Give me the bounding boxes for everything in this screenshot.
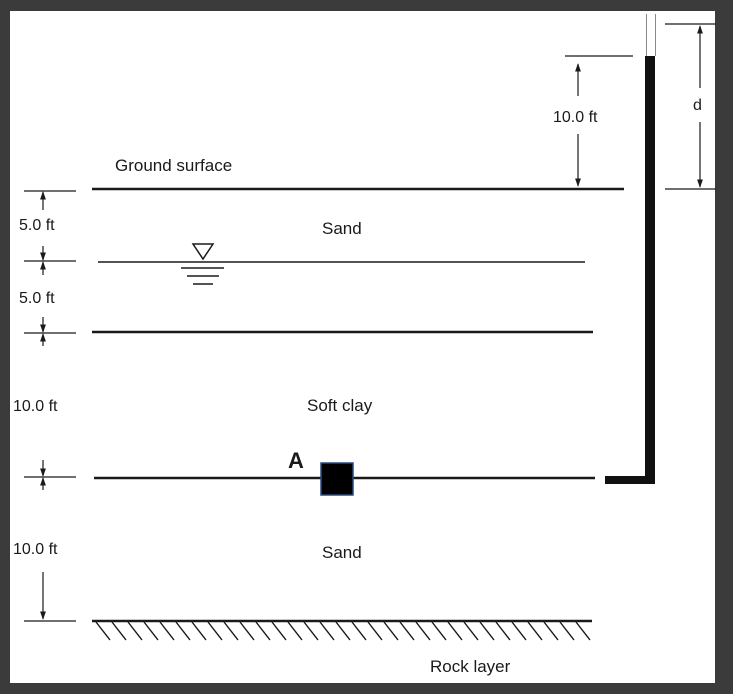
rock-hatch-line <box>127 621 143 641</box>
rock-hatch-line <box>399 621 415 641</box>
dimension-d-label: d <box>693 97 702 114</box>
rock-hatch-line <box>495 621 511 641</box>
rock-hatch-line <box>511 621 527 641</box>
rock-hatch-line <box>191 621 207 641</box>
rock-hatch-line <box>415 621 431 641</box>
rock-hatch-line <box>351 621 367 641</box>
rock-hatch-line <box>575 621 591 641</box>
rock-hatch-line <box>143 621 159 641</box>
rock-hatch-line <box>255 621 271 641</box>
dimension-sand-sat-label: 5.0 ft <box>19 290 55 307</box>
sand-top-label: Sand <box>322 219 362 238</box>
rock-hatch-line <box>367 621 383 641</box>
rock-hatch-line <box>319 621 335 641</box>
rock-hatch-line <box>159 621 175 641</box>
dimension-clay-label: 10.0 ft <box>13 398 58 415</box>
ground-surface-label: Ground surface <box>115 156 232 175</box>
rock-hatch-line <box>175 621 191 641</box>
dimension-d <box>665 23 716 190</box>
piezometer <box>605 14 656 484</box>
left-dimension-chain <box>24 190 76 622</box>
rock-hatch-line <box>527 621 543 641</box>
rock-hatch-line <box>479 621 495 641</box>
rock-hatch-line <box>207 621 223 641</box>
rock-hatch-line <box>287 621 303 641</box>
rock-hatch-line <box>335 621 351 641</box>
rock-hatch-line <box>559 621 575 641</box>
rock-hatch-line <box>239 621 255 641</box>
point-A-marker <box>320 462 354 496</box>
rock-hatch-line <box>223 621 239 641</box>
dimension-above-ground-label: 10.0 ft <box>553 109 598 126</box>
rock-hatching <box>95 621 591 641</box>
rock-hatch-line <box>383 621 399 641</box>
rock-hatch-line <box>431 621 447 641</box>
rock-hatch-line <box>271 621 287 641</box>
dimension-sand-dry-label: 5.0 ft <box>19 217 55 234</box>
point-A-label: A <box>288 448 304 473</box>
dimension-sand-bottom-label: 10.0 ft <box>13 541 58 558</box>
rock-hatch-line <box>111 621 127 641</box>
rock-hatch-line <box>543 621 559 641</box>
inverted-triangle-icon <box>181 243 224 285</box>
rock-hatch-line <box>303 621 319 641</box>
rock-hatch-line <box>447 621 463 641</box>
diagram-panel <box>10 11 715 683</box>
rock-layer-label: Rock layer <box>430 657 511 676</box>
sand-bottom-label: Sand <box>322 543 362 562</box>
dimension-above-ground <box>565 55 633 187</box>
rock-hatch-line <box>463 621 479 641</box>
rock-hatch-line <box>95 621 111 641</box>
soft-clay-label: Soft clay <box>307 396 373 415</box>
